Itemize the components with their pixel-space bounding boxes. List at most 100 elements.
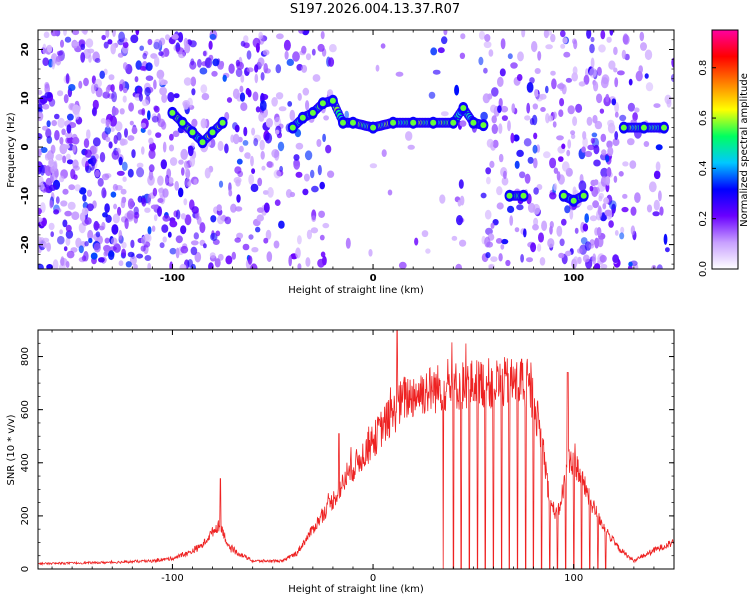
spectrogram-noise-cell	[451, 235, 458, 241]
spectrogram-noise-cell	[38, 263, 44, 269]
spectrogram-noise-cell	[110, 127, 115, 132]
spectrogram-noise-cell	[263, 202, 270, 213]
spectrogram-noise-cell	[178, 159, 184, 165]
spectrogram-noise-cell	[53, 160, 58, 172]
spectrogram-noise-cell	[273, 169, 281, 179]
spectrogram-noise-cell	[180, 245, 189, 254]
spectrogram-noise-cell	[42, 57, 49, 66]
spectrogram-noise-cell	[295, 171, 303, 178]
spectrogram-noise-cell	[600, 133, 607, 143]
spectrogram-noise-cell	[278, 106, 287, 112]
spectrogram-noise-cell	[246, 67, 254, 73]
spectrogram-noise-cell	[380, 43, 386, 49]
spectrogram-noise-cell	[317, 164, 322, 176]
spectrogram-noise-cell	[55, 196, 60, 204]
spectrogram-noise-cell	[101, 173, 110, 181]
spectrogram-noise-cell	[105, 30, 110, 38]
spectrogram-noise-cell	[259, 100, 267, 112]
spectrogram-noise-cell	[381, 149, 387, 158]
spectrogram-noise-cell	[559, 98, 565, 107]
spectrogram-noise-cell	[527, 156, 534, 164]
spectrogram-noise-cell	[54, 130, 60, 141]
spectrogram-noise-cell	[135, 30, 140, 36]
spectrogram-noise-cell	[601, 149, 607, 156]
ridge-point-core	[620, 124, 627, 131]
spectrogram-noise-cell	[240, 102, 248, 112]
snr-series-line	[38, 330, 674, 569]
spectrogram-noise-cell	[644, 49, 653, 61]
spectrogram-noise-cell	[219, 60, 225, 68]
spectrogram-noise-cell	[158, 76, 165, 86]
spectrogram-noise-cell	[560, 43, 566, 49]
spectrogram-noise-cell	[66, 159, 74, 165]
ridge-point-core	[299, 114, 306, 121]
x-tick-label: -100	[160, 273, 185, 284]
spectrogram-noise-cell	[180, 225, 187, 235]
spectrogram-noise-cell	[620, 226, 625, 234]
spectrogram-noise-cell	[61, 144, 70, 150]
spectrogram-noise-cell	[162, 188, 169, 198]
spectrogram-noise-cell	[218, 180, 224, 188]
spectrogram-noise-cell	[193, 178, 198, 185]
spectrogram-noise-cell	[273, 240, 280, 249]
spectrogram-noise-cell	[200, 118, 207, 129]
snr-series-group	[38, 330, 674, 569]
spectrogram-noise-cell	[511, 103, 516, 114]
x-tick-label: 100	[563, 273, 584, 284]
spectrogram-noise-cell	[652, 211, 660, 217]
spectrogram-noise-cell	[603, 197, 609, 205]
spectrogram-noise-cell	[559, 238, 565, 247]
spectrogram-noise-cell	[614, 111, 619, 118]
spectrogram-noise-cell	[456, 215, 463, 226]
spectrogram-noise-cell	[432, 69, 441, 75]
spectrogram-noise-cell	[236, 158, 243, 165]
spectrogram-noise-cell	[68, 184, 76, 191]
spectrogram-noise-cell	[648, 181, 657, 193]
spectrogram-noise-cell	[134, 76, 139, 83]
spectrogram-noise-cell	[480, 192, 487, 199]
spectrogram-noise-cell	[133, 263, 138, 269]
spectrogram-noise-cell	[72, 144, 76, 153]
spectrogram-noise-cell	[523, 138, 532, 147]
spectrogram-noise-cell	[110, 43, 116, 55]
spectrogram-noise-cell	[158, 51, 164, 57]
spectrogram-noise-cell	[533, 132, 538, 140]
spectrogram-noise-cell	[130, 239, 135, 249]
spectrogram-noise-cell	[180, 148, 188, 160]
spectrogram-noise-cell	[497, 76, 504, 87]
spectrogram-noise-cell	[233, 176, 242, 184]
spectrogram-noise-cell	[209, 33, 217, 40]
ridge-point-core	[370, 124, 377, 131]
spectrogram-noise-cell	[87, 48, 95, 54]
spectrogram-noise-cell	[387, 189, 393, 196]
ridge-point-core	[580, 192, 587, 199]
ridge-point-core	[450, 119, 457, 126]
spectrogram-noise-cell	[529, 118, 535, 125]
spectrogram-noise-cell	[147, 38, 153, 46]
spectrogram-noise-cell	[584, 150, 593, 158]
spectrogram-noise-cell	[302, 188, 309, 196]
y-tick-label: 20	[20, 43, 31, 57]
spectrogram-noise-cell	[116, 131, 122, 141]
spectrogram-noise-cell	[582, 254, 590, 263]
spectrogram-noise-cell	[526, 82, 534, 93]
spectrogram-noise-cell	[52, 259, 59, 269]
spectrogram-noise-cell	[519, 171, 526, 179]
spectrogram-noise-cell	[558, 252, 565, 259]
spectrogram-noise-cell	[230, 203, 237, 213]
spectrogram-noise-cell	[38, 217, 43, 223]
spectrogram-noise-cell	[536, 93, 544, 102]
y-tick-label: 200	[20, 506, 31, 525]
spectrogram-noise-cell	[553, 183, 558, 191]
y-tick-label: -20	[20, 236, 31, 254]
spectrogram-noise-cell	[490, 222, 495, 229]
spectrogram-noise-cell	[319, 181, 326, 190]
spectrogram-noise-cell	[498, 253, 503, 262]
x-tick-label: -100	[161, 573, 184, 584]
spectrogram-noise-cell	[148, 149, 156, 160]
spectrogram-noise-cell	[38, 111, 44, 122]
spectrogram-noise-cell	[67, 113, 74, 121]
spectrogram-noise-cell	[197, 58, 202, 68]
spectrogram-noise-cell	[265, 118, 273, 128]
spectrogram-noise-cell	[94, 169, 100, 178]
